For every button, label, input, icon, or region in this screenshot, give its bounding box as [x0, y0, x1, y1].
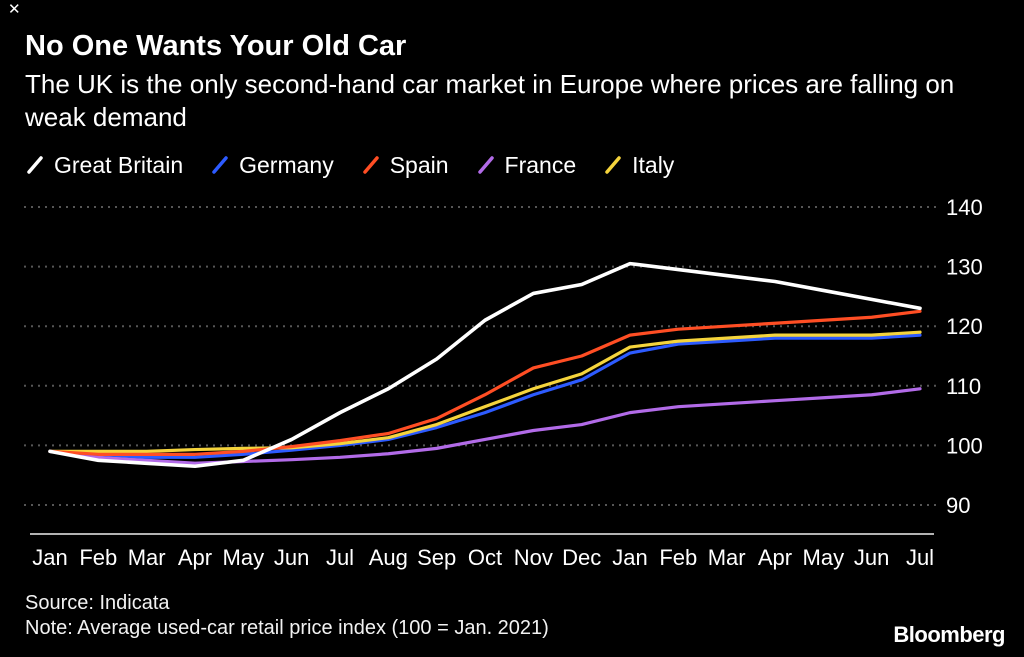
series-line-italy: [48, 330, 922, 453]
chart-title: No One Wants Your Old Car: [25, 30, 407, 62]
x-axis-label: Jan: [612, 545, 647, 570]
series-line-france: [48, 387, 922, 465]
legend-label: Germany: [239, 151, 334, 178]
legend-label: Great Britain: [54, 151, 184, 178]
legend-slash-icon: [27, 156, 43, 174]
legend-item-italy: Italy: [603, 152, 674, 179]
legend-slash-icon: [362, 156, 379, 174]
y-axis-label: 90: [946, 493, 970, 518]
x-axis-label: Mar: [708, 545, 746, 570]
x-axis-label: Apr: [758, 545, 792, 570]
series-line-great-britain: [48, 261, 922, 469]
legend-item-france: France: [476, 151, 577, 179]
x-axis-label: Apr: [178, 545, 212, 570]
legend-label: Italy: [632, 151, 675, 178]
legend-item-spain: Spain: [361, 152, 449, 179]
x-axis-label: Jul: [326, 545, 354, 570]
x-axis-label: Jan: [32, 545, 67, 570]
x-axis-label: Mar: [128, 545, 166, 570]
x-axis-label: Jun: [854, 545, 889, 570]
x-axis-label: May: [223, 545, 265, 570]
x-axis-label: Sep: [417, 545, 456, 570]
x-axis-label: Feb: [79, 545, 117, 570]
legend-slash-icon: [212, 156, 228, 174]
series-line-spain: [48, 309, 922, 456]
legend-label: France: [504, 151, 577, 178]
legend-label: Spain: [389, 151, 449, 178]
legend-item-great-britain: Great Britain: [25, 152, 183, 179]
y-axis-label: 120: [946, 314, 983, 339]
note-text: Note: Average used-car retail price inde…: [25, 617, 549, 639]
x-axis-label: Oct: [468, 545, 502, 570]
chart-svg: 90 100 110 120 130 140 Jan Feb Mar Apr May Jun Jul Au…: [24, 195, 983, 570]
x-axis-label: Aug: [369, 545, 408, 570]
x-axis-label: May: [803, 545, 845, 570]
series-line-germany: [48, 333, 922, 459]
legend-item-germany: Germany: [210, 152, 334, 179]
x-axis-label: Nov: [514, 545, 553, 570]
x-axis-label: Jul: [906, 545, 934, 570]
x-axis-label: Feb: [659, 545, 697, 570]
source-text: Source: Indicata: [25, 592, 170, 614]
chart-subtitle: The UK is the only second-hand car marke…: [25, 69, 955, 132]
x-axis-label: Dec: [562, 545, 601, 570]
y-axis-label: 130: [946, 255, 983, 280]
chart-legend: Great Britain Germany Spain France Italy: [25, 150, 674, 180]
y-axis-label: 140: [946, 195, 983, 220]
legend-slash-icon: [477, 156, 494, 174]
y-axis-label: 110: [946, 374, 981, 399]
legend-slash-icon: [605, 156, 621, 174]
bloomberg-logo: Bloomberg: [893, 622, 1005, 647]
x-axis-label: Jun: [274, 545, 309, 570]
y-axis-label: 100: [946, 433, 983, 458]
corner-mark-icon: ✕: [8, 1, 21, 18]
